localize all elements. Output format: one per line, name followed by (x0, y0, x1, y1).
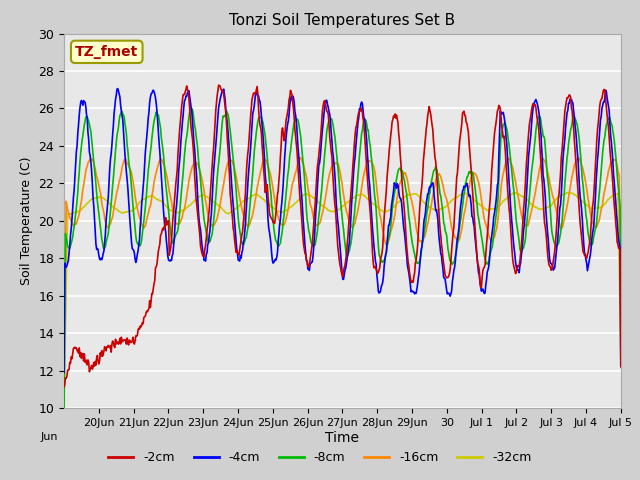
Y-axis label: Soil Temperature (C): Soil Temperature (C) (20, 156, 33, 285)
Text: TZ_fmet: TZ_fmet (75, 45, 138, 59)
X-axis label: Time: Time (325, 431, 360, 444)
Legend: -2cm, -4cm, -8cm, -16cm, -32cm: -2cm, -4cm, -8cm, -16cm, -32cm (103, 446, 537, 469)
Text: Jun: Jun (41, 432, 58, 443)
Title: Tonzi Soil Temperatures Set B: Tonzi Soil Temperatures Set B (229, 13, 456, 28)
